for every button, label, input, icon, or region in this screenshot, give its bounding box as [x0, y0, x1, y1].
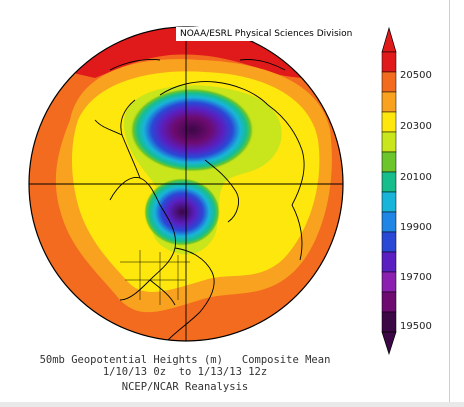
- colorbar-cell: [381, 211, 397, 233]
- colorbar-cell: [381, 191, 397, 213]
- colorbar-cell: [381, 251, 397, 273]
- colorbar-bottom-arrow: [381, 331, 397, 356]
- colorbar-cell: [381, 291, 397, 313]
- colorbar-tick-label: 20300: [400, 121, 432, 132]
- colorbar-cells: [381, 51, 397, 333]
- colorbar-cell: [381, 311, 397, 333]
- bottom-bar: [0, 402, 464, 407]
- colorbar-cell: [381, 91, 397, 113]
- state-lines: [120, 250, 190, 305]
- coastlines: [94, 59, 305, 341]
- colorbar-cell: [381, 151, 397, 173]
- colorbar-tick-label: 20500: [400, 70, 432, 81]
- colorbar-cell: [381, 71, 397, 93]
- colorbar-tick-label: 19500: [400, 321, 432, 332]
- colorbar-cell: [381, 271, 397, 293]
- colorbar-cell: [381, 131, 397, 153]
- colorbar-tick-label: 20100: [400, 172, 432, 183]
- caption-title: 50mb Geopotential Heights (m) Composite …: [39, 354, 331, 366]
- colorbar-cell: [381, 231, 397, 253]
- graticule: [29, 27, 343, 341]
- colorbar-cell: [381, 171, 397, 193]
- colorbar-tick-label: 19900: [400, 222, 432, 233]
- caption-date-range: 1/10/13 0z to 1/13/13 12z: [102, 366, 268, 378]
- colorbar-cell: [381, 51, 397, 73]
- colorbar: [381, 26, 397, 356]
- page-divider: [449, 0, 450, 402]
- colorbar-tick-label: 19700: [400, 272, 432, 283]
- colorbar-cell: [381, 111, 397, 133]
- colorbar-top-arrow: [381, 26, 397, 53]
- caption-source: NCEP/NCAR Reanalysis: [121, 381, 249, 393]
- credit-label: NOAA/ESRL Physical Sciences Division: [176, 27, 352, 41]
- height-field: [29, 27, 343, 341]
